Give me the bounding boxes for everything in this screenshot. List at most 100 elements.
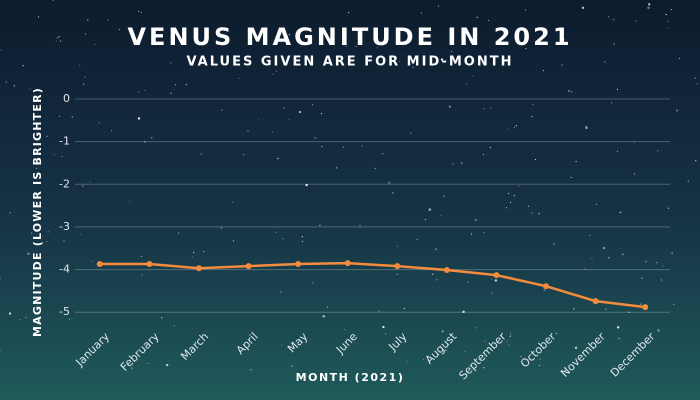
star [657,150,659,152]
star [69,318,71,320]
star [678,57,681,59]
star [648,3,651,6]
star [55,40,57,42]
star [585,126,588,130]
star [448,105,452,108]
star [657,329,660,332]
star [84,33,87,35]
star [9,212,11,214]
star [243,154,245,156]
star [118,29,120,31]
star [591,257,593,259]
star [321,146,323,148]
star [671,252,673,254]
star [98,122,100,124]
star [147,362,149,365]
star [452,163,454,165]
star [301,240,304,242]
star [282,238,284,240]
y-axis-label: MAGNITUDE (LOWER IS BRIGHTER) [31,87,44,337]
star [616,88,619,90]
star [474,218,477,222]
star [637,344,639,346]
star [491,278,493,280]
star [620,211,622,213]
star [451,50,453,53]
star [667,207,670,209]
star [507,128,510,130]
star [344,328,346,331]
star [608,257,610,259]
star [666,26,669,29]
star [161,317,163,319]
star [539,358,541,360]
star [140,11,142,13]
star [47,231,49,233]
star [440,215,442,217]
star [441,330,444,333]
star [382,153,384,155]
star [320,112,323,115]
star [490,107,492,109]
star [376,47,378,49]
star [111,130,113,132]
star [553,243,555,245]
star [336,167,338,169]
star [32,215,34,217]
star [79,64,81,66]
star [36,291,38,293]
star [89,181,91,183]
star [470,233,473,235]
star [506,340,508,342]
star [443,195,445,197]
star [435,248,437,250]
star [19,318,21,321]
star [61,155,63,158]
data-line [99,261,646,309]
star [488,19,490,22]
star [84,76,86,78]
star [640,303,642,305]
star [436,279,438,281]
star [144,89,146,92]
star [483,107,485,110]
star [538,364,541,367]
star [58,36,60,38]
star [561,64,563,66]
star [673,303,675,305]
star [575,160,577,163]
star [618,337,620,340]
star [509,335,511,337]
star [87,19,89,21]
star [424,219,426,221]
star [322,315,325,318]
star [505,207,507,209]
star [53,153,56,156]
star [403,307,405,310]
data-point [394,263,401,270]
star [324,373,326,375]
star [633,141,636,143]
star [348,11,350,14]
star [82,185,84,187]
star [416,238,418,240]
star [170,92,172,94]
star [140,255,143,258]
star [129,200,131,202]
data-point [443,266,450,273]
star [359,224,361,227]
data-point [96,261,103,268]
star [312,62,314,64]
star [525,9,527,11]
data-point [493,272,500,279]
star [272,73,274,75]
star [662,265,664,267]
star [193,251,195,254]
star [141,274,143,276]
star [542,69,545,72]
star [314,137,316,139]
data-point [642,304,649,311]
y-tick-label: -5 [59,305,70,318]
star [604,61,606,63]
star [608,16,610,18]
